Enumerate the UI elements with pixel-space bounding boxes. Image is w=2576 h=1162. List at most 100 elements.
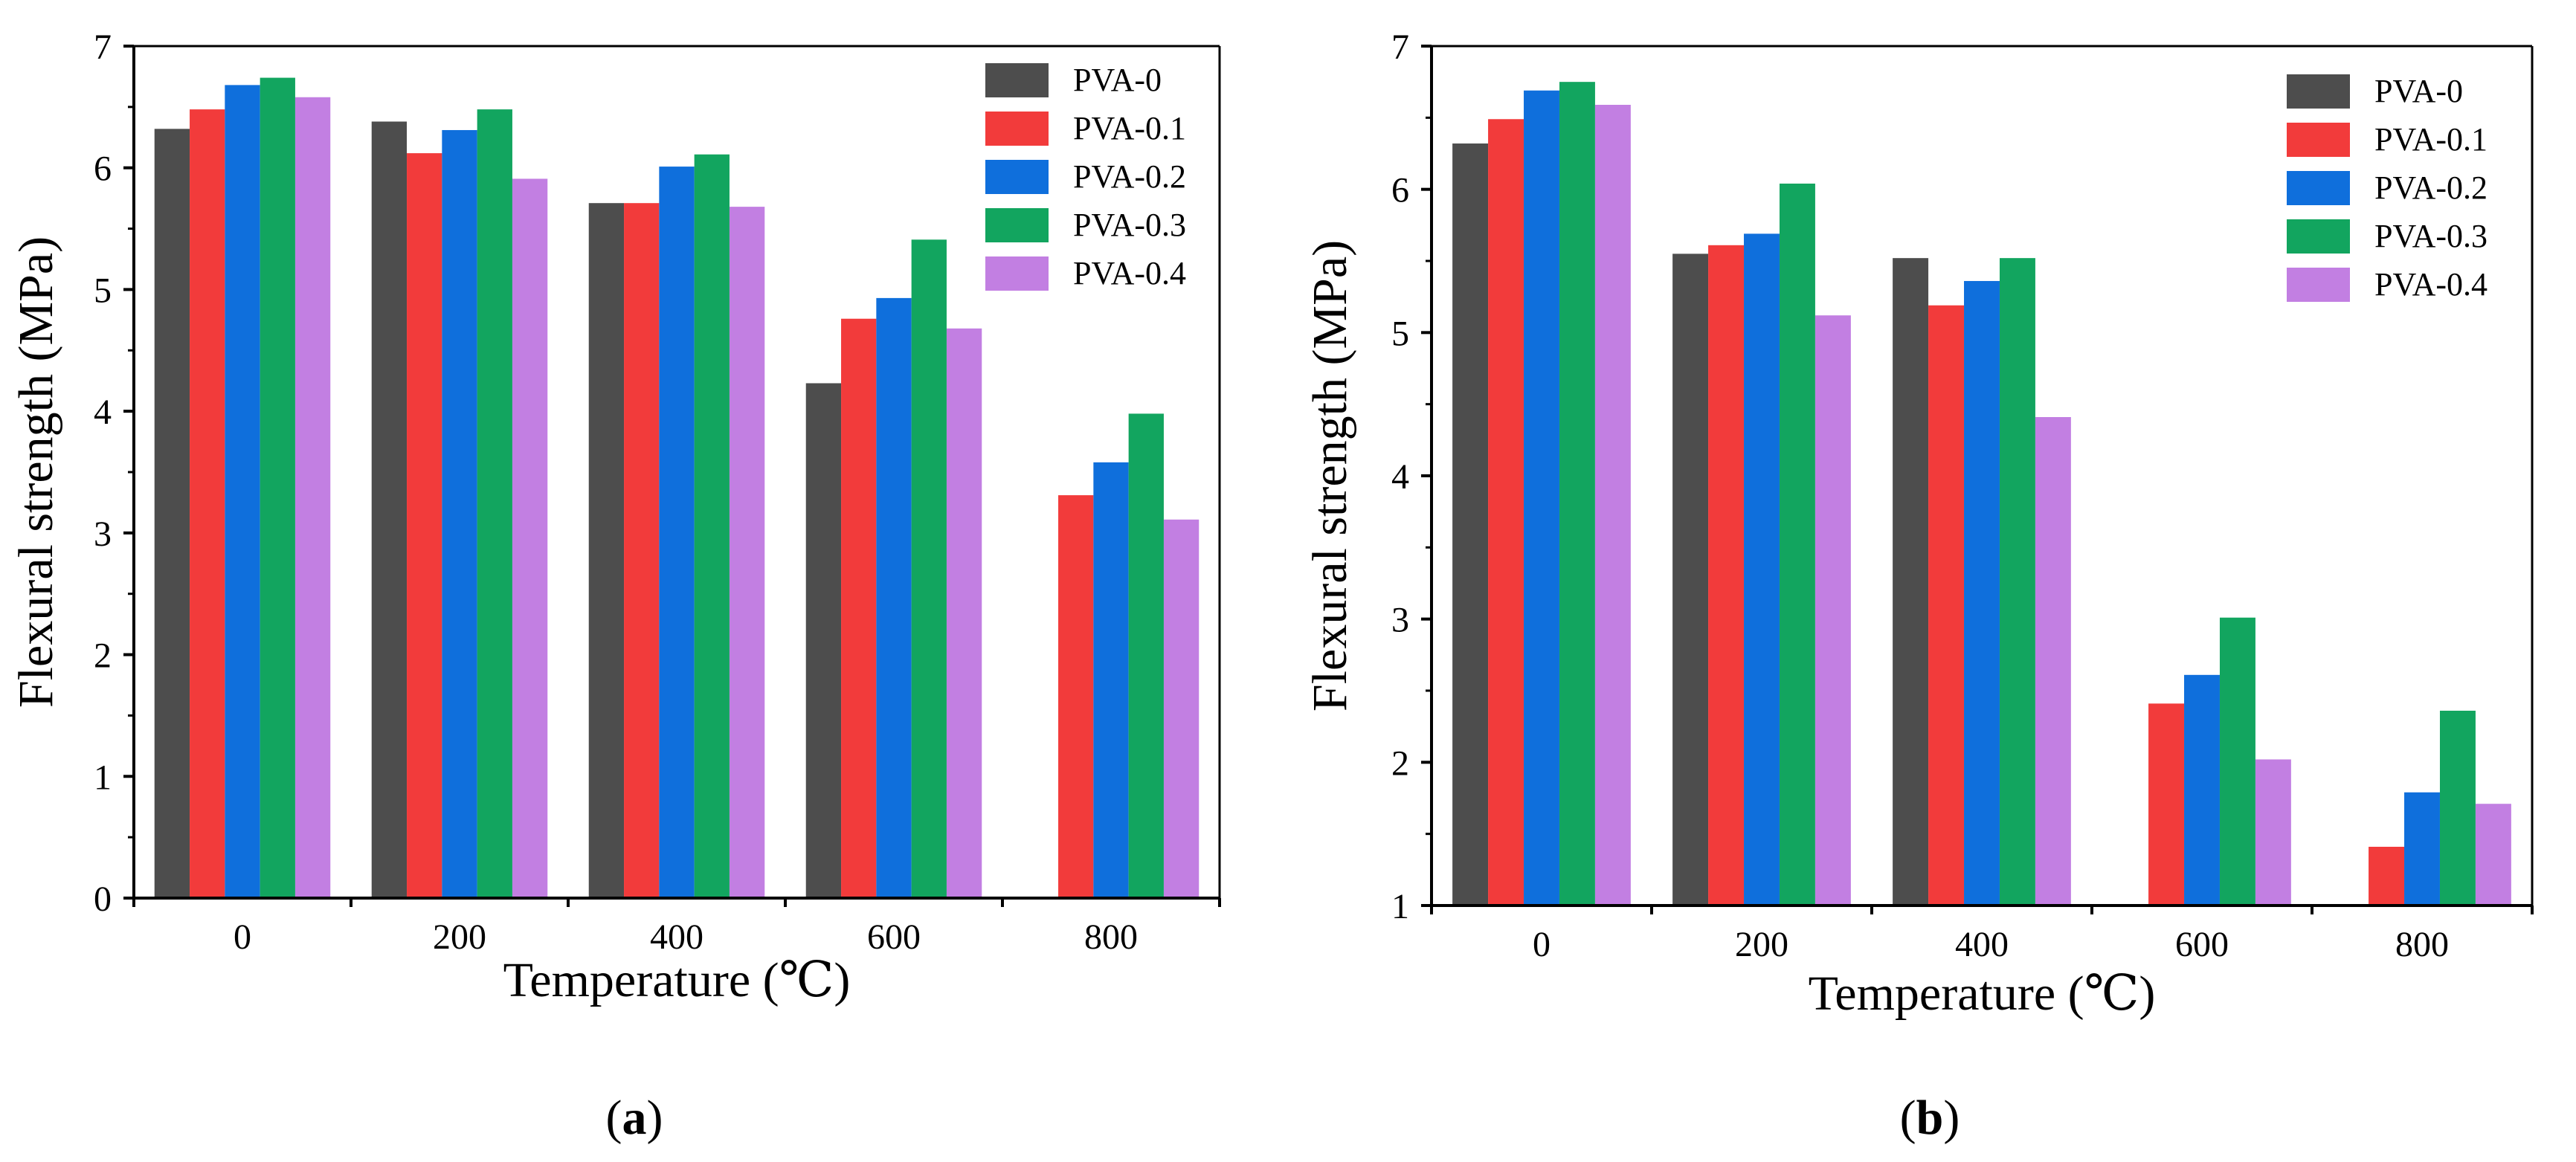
legend-swatch-pva-02 <box>985 160 1049 194</box>
bar-pva-0-400 <box>588 203 625 898</box>
bar-pva-04-0 <box>1594 104 1631 906</box>
bar-pva-0-400 <box>1893 258 1929 906</box>
y-tick-label: 1 <box>1391 887 1409 926</box>
x-tick-label: 0 <box>234 917 251 957</box>
y-tick-label: 4 <box>1391 457 1409 497</box>
y-tick-label: 6 <box>1391 171 1409 210</box>
y-tick-label: 7 <box>1391 28 1409 67</box>
x-tick-label: 0 <box>1533 925 1551 964</box>
bar-pva-01-0 <box>190 109 225 898</box>
legend-swatch-pva-03 <box>985 208 1049 242</box>
bar-pva-02-200 <box>442 129 477 899</box>
x-axis-title: Temperature (℃) <box>503 953 851 1007</box>
legend-label: PVA-0 <box>1073 62 1162 98</box>
y-tick-label: 7 <box>94 28 112 67</box>
bar-pva-03-400 <box>694 154 730 898</box>
bar-pva-04-600 <box>2255 759 2291 906</box>
bar-pva-01-400 <box>624 203 660 898</box>
bar-pva-04-200 <box>512 178 548 898</box>
y-tick-label: 4 <box>94 393 112 432</box>
bar-pva-03-800 <box>1128 413 1164 898</box>
bar-pva-04-200 <box>1815 315 1851 906</box>
bar-pva-01-600 <box>841 318 877 899</box>
bar-pva-02-800 <box>2404 792 2440 906</box>
y-axis-title: Flexural strength (MPa) <box>1303 240 1357 711</box>
bar-pva-04-600 <box>946 328 982 898</box>
x-tick-label: 800 <box>2395 925 2449 964</box>
x-axis-title: Temperature (℃) <box>1809 966 2156 1021</box>
y-tick-label: 3 <box>1391 601 1409 640</box>
bar-pva-03-800 <box>2439 710 2476 906</box>
panel-label: (a) <box>606 1091 663 1145</box>
x-tick-label: 400 <box>650 917 703 957</box>
chart-panel-b: 1 2 3 4 5 6 7 0 200 400 600 800 Temperature (℃) Flexu… <box>1303 28 2534 1145</box>
x-tick-label: 200 <box>1735 925 1788 964</box>
legend-swatch-pva-04 <box>2287 268 2350 302</box>
bar-pva-01-800 <box>2369 847 2405 906</box>
x-tick-label: 800 <box>1084 917 1138 957</box>
legend-swatch-pva-01 <box>2287 123 2350 157</box>
legend-label: PVA-0.2 <box>1073 158 1186 195</box>
bar-pva-01-200 <box>407 153 442 898</box>
bar-pva-01-400 <box>1928 305 1965 906</box>
legend-label: PVA-0 <box>2374 73 2463 109</box>
bar-pva-02-0 <box>1524 90 1559 906</box>
legend-label: PVA-0.3 <box>1073 207 1186 243</box>
legend-swatch-pva-0 <box>985 63 1049 97</box>
legend: PVA-0 PVA-0.1 PVA-0.2 PVA-0.3 PVA-0.4 <box>2287 73 2488 303</box>
y-tick-label: 0 <box>94 879 112 919</box>
legend-label: PVA-0.2 <box>2374 170 2488 206</box>
bar-pva-02-400 <box>1964 280 2000 906</box>
bar-pva-03-200 <box>477 109 512 898</box>
bar-pva-03-0 <box>1559 82 1595 906</box>
bar-pva-02-600 <box>876 297 912 898</box>
bar-pva-03-600 <box>911 239 947 898</box>
bar-pva-04-400 <box>2035 417 2071 906</box>
legend-label: PVA-0.1 <box>1073 110 1186 146</box>
legend-swatch-pva-04 <box>985 256 1049 291</box>
bar-pva-0-0 <box>1452 143 1489 906</box>
y-tick-label: 5 <box>1391 314 1409 353</box>
bar-pva-0-600 <box>805 383 842 898</box>
legend-label: PVA-0.4 <box>2374 266 2488 303</box>
y-tick-label: 5 <box>94 271 112 310</box>
legend-swatch-pva-0 <box>2287 74 2350 109</box>
y-tick-label: 2 <box>1391 743 1409 783</box>
y-tick-label: 1 <box>94 758 112 797</box>
y-tick-label: 6 <box>94 149 112 189</box>
bar-pva-03-0 <box>260 77 295 899</box>
bar-pva-04-400 <box>729 207 765 899</box>
bar-pva-03-600 <box>2219 617 2255 906</box>
bar-pva-01-600 <box>2148 703 2185 906</box>
x-tick-label: 600 <box>2175 925 2229 964</box>
panel-label-letter: a <box>622 1091 647 1145</box>
bar-pva-04-0 <box>294 97 331 898</box>
bar-pva-0-200 <box>1672 254 1709 906</box>
bar-pva-01-800 <box>1058 495 1094 898</box>
bar-pva-02-0 <box>225 85 260 898</box>
y-tick-label: 3 <box>94 514 112 554</box>
bar-pva-01-200 <box>1708 245 1745 906</box>
bar-pva-0-200 <box>371 121 408 898</box>
bar-pva-02-400 <box>659 167 695 898</box>
legend-label: PVA-0.3 <box>2374 218 2488 254</box>
bar-pva-0-0 <box>154 129 190 899</box>
legend-label: PVA-0.4 <box>1073 255 1186 291</box>
bar-pva-02-800 <box>1093 462 1129 898</box>
bar-pva-04-800 <box>1163 519 1200 898</box>
legend-swatch-pva-02 <box>2287 171 2350 205</box>
legend-swatch-pva-03 <box>2287 219 2350 254</box>
panel-label: (b) <box>1900 1091 1960 1145</box>
bar-pva-02-200 <box>1744 233 1780 906</box>
y-tick-label: 2 <box>94 636 112 676</box>
x-tick-label: 400 <box>1955 925 2009 964</box>
legend-label: PVA-0.1 <box>2374 121 2488 158</box>
bar-pva-03-400 <box>1999 258 2035 906</box>
legend: PVA-0 PVA-0.1 PVA-0.2 PVA-0.3 PVA-0.4 <box>985 62 1186 291</box>
legend-swatch-pva-01 <box>985 112 1049 146</box>
bar-pva-01-0 <box>1488 119 1524 906</box>
bar-pva-02-600 <box>2184 674 2220 906</box>
y-axis-title: Flexural strength (MPa) <box>9 236 63 708</box>
chart-panel-a: 0 1 2 3 4 5 6 7 0 200 400 600 800 Temperature (℃) Flex… <box>9 28 1221 1145</box>
x-tick-label: 600 <box>867 917 921 957</box>
